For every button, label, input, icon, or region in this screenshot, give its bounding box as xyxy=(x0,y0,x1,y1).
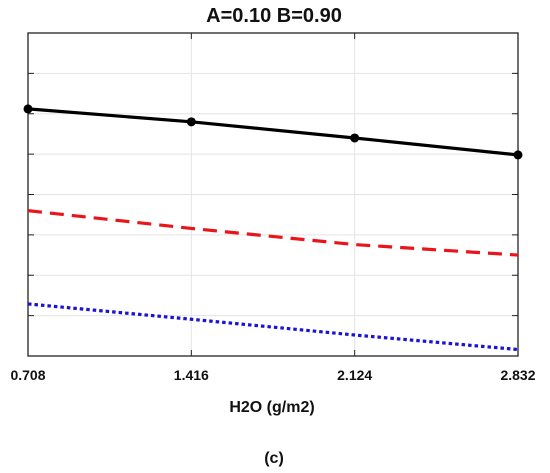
series-layer xyxy=(23,104,523,352)
data-point xyxy=(186,117,196,127)
figure-caption: (c) xyxy=(264,450,284,467)
chart-title: A=0.10 B=0.90 xyxy=(206,5,342,27)
x-axis-label: H2O (g/m2) xyxy=(229,399,314,416)
series-line-2 xyxy=(27,209,519,257)
data-point xyxy=(513,150,523,160)
grid xyxy=(28,33,518,356)
x-tick-label: 2.124 xyxy=(337,367,372,383)
x-tick-labels: 0.708 1.416 2.124 2.832 xyxy=(10,367,535,383)
x-tick-label: 0.708 xyxy=(10,367,45,383)
series-line-1 xyxy=(27,107,519,157)
data-point xyxy=(23,104,33,114)
x-tick-label: 1.416 xyxy=(174,367,209,383)
x-tick-label: 2.832 xyxy=(500,367,535,383)
series-line-3 xyxy=(27,302,519,352)
y-ticks xyxy=(27,32,519,357)
data-point xyxy=(350,133,360,143)
